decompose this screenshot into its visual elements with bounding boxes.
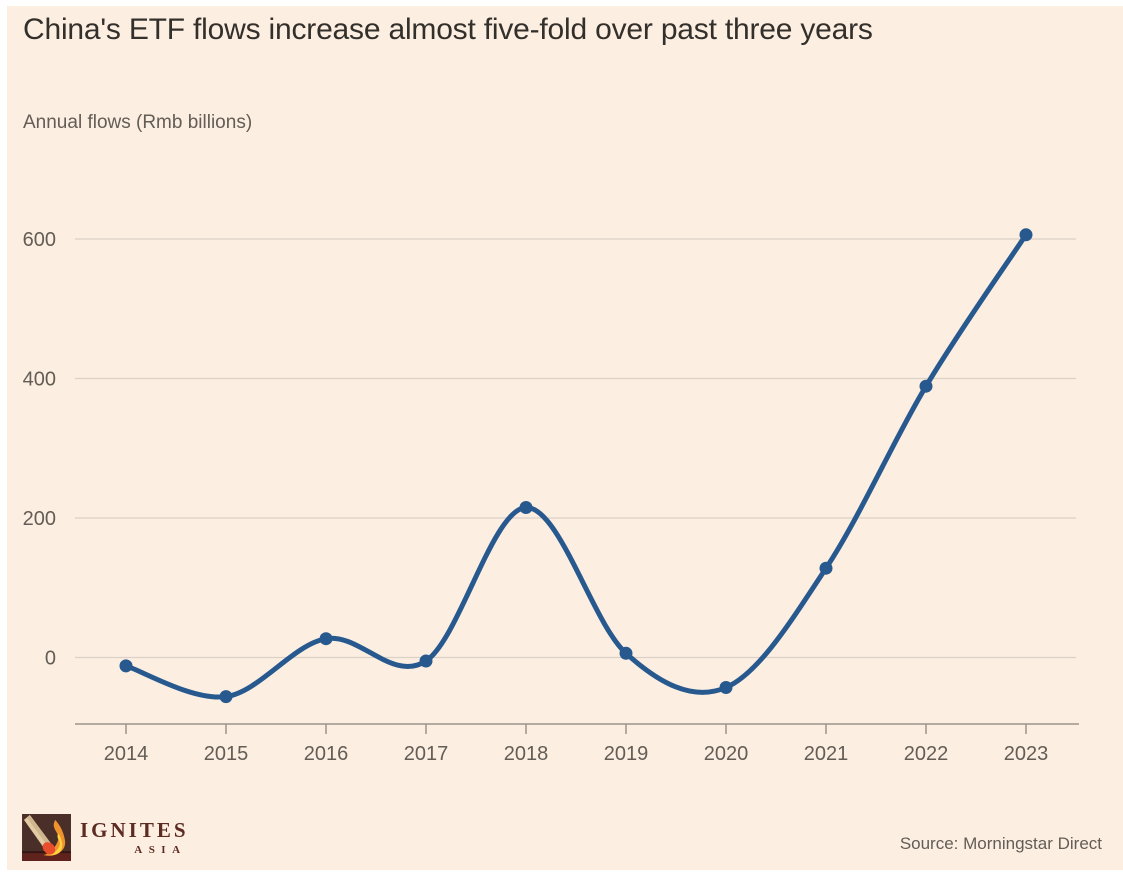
x-axis-tick-label: 2015 [204,743,249,765]
data-point [1019,228,1033,242]
data-point [719,681,733,694]
x-axis-tick-label: 2014 [104,743,149,765]
brand-region: ASIA [134,843,187,856]
x-axis-tick-label: 2021 [804,743,849,765]
brand-name: IGNITES [80,817,189,842]
x-axis-tick-label: 2023 [1004,743,1049,765]
x-axis-tick-label: 2020 [704,743,749,765]
x-axis-tick-label: 2016 [304,743,349,765]
data-point [119,659,133,673]
source-label: Source: Morningstar Direct [899,834,1102,853]
ignites-asia-logo: IGNITES ASIA [22,814,189,861]
data-point [619,646,633,660]
data-point [319,632,333,646]
data-point [519,501,533,514]
chart-background-panel [7,6,1123,870]
data-point [419,654,433,668]
x-axis-tick-label: 2022 [904,743,949,765]
y-axis-tick-label: 600 [23,229,56,251]
y-axis-tick-label: 400 [23,368,56,390]
x-axis-tick-label: 2018 [504,743,549,765]
data-point [219,690,233,704]
data-line [123,232,1029,700]
x-axis-tick-label: 2019 [604,743,649,765]
y-axis-tick-label: 200 [23,508,56,530]
ignites-flame-logo-icon [22,814,71,861]
y-axis-unit-label: Annual flows (Rmb billions) [23,112,253,133]
data-point [819,561,833,575]
y-axis-tick-label: 0 [45,647,56,669]
x-axis-tick-label: 2017 [404,743,449,765]
brand-wordmark: IGNITES ASIA [80,817,189,856]
chart-title: China's ETF flows increase almost five-f… [23,13,873,46]
data-point [919,379,933,393]
